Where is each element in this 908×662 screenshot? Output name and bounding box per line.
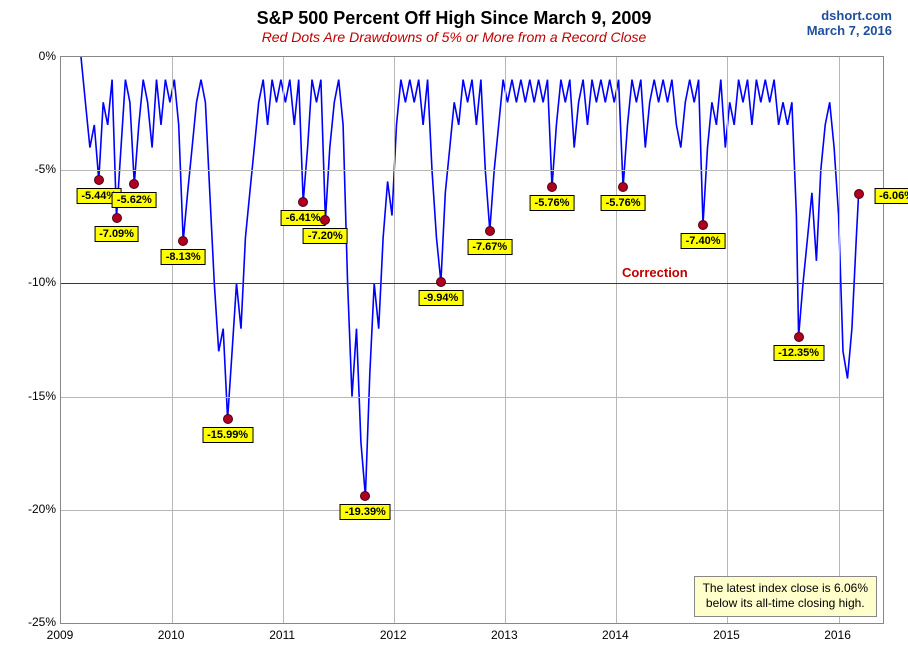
drawdown-dot — [794, 332, 804, 342]
drawdown-label: -19.39% — [340, 504, 391, 520]
drawdown-label: -6.06% — [874, 188, 908, 204]
drawdown-dot — [618, 182, 628, 192]
drawdown-dot — [360, 491, 370, 501]
drawdown-dot — [436, 277, 446, 287]
note-line2: below its all-time closing high. — [706, 596, 865, 610]
drawdown-dot — [178, 236, 188, 246]
drawdown-label: -5.76% — [601, 195, 646, 211]
y-tick-label: -15% — [6, 389, 56, 403]
drawdown-label: -5.76% — [530, 195, 575, 211]
grid-line-v — [172, 57, 173, 623]
line-layer — [61, 57, 883, 623]
source-block: dshort.com March 7, 2016 — [807, 8, 892, 38]
chart-title: S&P 500 Percent Off High Since March 9, … — [0, 8, 908, 29]
y-tick-label: -5% — [6, 162, 56, 176]
note-line1: The latest index close is 6.06% — [703, 581, 868, 595]
drawdown-dot — [112, 213, 122, 223]
drawdown-dot — [485, 226, 495, 236]
x-tick-label: 2013 — [491, 628, 518, 642]
source-name: dshort.com — [807, 8, 892, 23]
x-tick-label: 2009 — [47, 628, 74, 642]
x-tick-label: 2010 — [158, 628, 185, 642]
x-tick-label: 2014 — [602, 628, 629, 642]
grid-line-h — [61, 170, 883, 171]
y-tick-label: -20% — [6, 502, 56, 516]
x-tick-label: 2011 — [269, 628, 295, 642]
drawdown-label: -7.09% — [94, 226, 139, 242]
y-tick-label: 0% — [6, 49, 56, 63]
drawdown-label: -12.35% — [773, 345, 824, 361]
grid-line-v — [394, 57, 395, 623]
drawdown-label: -9.94% — [418, 290, 463, 306]
note-box: The latest index close is 6.06%below its… — [694, 576, 877, 617]
drawdown-dot — [298, 197, 308, 207]
grid-line-v — [727, 57, 728, 623]
chart-subtitle: Red Dots Are Drawdowns of 5% or More fro… — [0, 29, 908, 45]
drawdown-dot — [94, 175, 104, 185]
y-tick-label: -25% — [6, 615, 56, 629]
y-tick-label: -10% — [6, 275, 56, 289]
drawdown-label: -7.20% — [303, 228, 348, 244]
source-date: March 7, 2016 — [807, 23, 892, 38]
grid-line-v — [616, 57, 617, 623]
drawdown-label: -7.67% — [467, 239, 512, 255]
drawdown-label: -8.13% — [161, 249, 206, 265]
drawdown-dot — [854, 189, 864, 199]
drawdown-dot — [320, 215, 330, 225]
drawdown-dot — [698, 220, 708, 230]
drawdown-dot — [223, 414, 233, 424]
drawdown-label: -15.99% — [202, 427, 253, 443]
correction-line — [61, 283, 883, 284]
grid-line-h — [61, 510, 883, 511]
drawdown-dot — [547, 182, 557, 192]
grid-line-h — [61, 397, 883, 398]
drawdown-label: -5.62% — [112, 192, 157, 208]
correction-label: Correction — [622, 265, 688, 280]
plot-area: Correction-5.44%-7.09%-5.62%-8.13%-15.99… — [60, 56, 884, 624]
x-tick-label: 2015 — [713, 628, 740, 642]
drawdown-label: -7.40% — [681, 233, 726, 249]
grid-line-v — [839, 57, 840, 623]
chart-container: S&P 500 Percent Off High Since March 9, … — [0, 0, 908, 662]
drawdown-label: -6.41% — [281, 210, 326, 226]
grid-line-v — [505, 57, 506, 623]
drawdown-dot — [129, 179, 139, 189]
grid-line-v — [283, 57, 284, 623]
x-tick-label: 2016 — [824, 628, 851, 642]
title-block: S&P 500 Percent Off High Since March 9, … — [0, 8, 908, 45]
x-tick-label: 2012 — [380, 628, 407, 642]
